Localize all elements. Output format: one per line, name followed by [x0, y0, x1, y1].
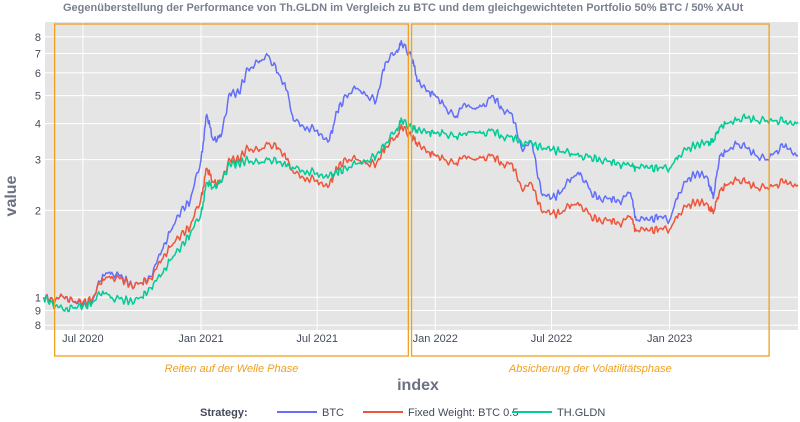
y-tick-label: 5	[35, 91, 41, 103]
y-tick-label: 3	[35, 155, 41, 167]
x-tick-label: Jan 2021	[178, 333, 223, 345]
y-tick-label: 1	[35, 292, 41, 304]
x-tick-label: Jul 2022	[531, 333, 573, 345]
phase-label-2: Absicherung der Volatilitätsphase	[508, 363, 672, 375]
x-axis-ticks: Jul 2020 Jan 2021 Jul 2021 Jan 2022 Jul 2022…	[62, 333, 692, 345]
x-axis-label: index	[397, 377, 439, 394]
x-tick-label: Jul 2021	[296, 333, 338, 345]
series-lines	[42, 39, 799, 313]
phase-box-2	[410, 23, 770, 357]
legend: Strategy: BTC Fixed Weight: BTC 0.5 TH.G…	[200, 407, 605, 419]
y-tick-label: 8	[35, 32, 41, 44]
legend-label-thgldn[interactable]: TH.GLDN	[557, 407, 605, 419]
legend-label-btc[interactable]: BTC	[322, 407, 344, 419]
series-line-btc[interactable]	[42, 39, 799, 309]
series-line-fixed-weight-btc-0-5[interactable]	[42, 123, 799, 307]
series-line-th-gldn[interactable]	[42, 113, 799, 313]
x-tick-label: Jan 2023	[647, 333, 692, 345]
y-tick-label: 7	[35, 48, 41, 60]
phase-box-1	[53, 23, 409, 357]
y-tick-label: 9	[35, 305, 41, 317]
y-axis-label: value	[3, 175, 20, 216]
phase-boxes: Reiten auf der Welle Phase Absicherung de…	[53, 23, 770, 375]
legend-title: Strategy:	[200, 407, 248, 419]
plot-area	[45, 22, 798, 330]
chart-title: Gegenüberstellung der Performance von Th…	[63, 2, 744, 14]
y-tick-label: 4	[35, 119, 41, 131]
y-tick-label: 8	[35, 320, 41, 332]
x-tick-label: Jul 2020	[62, 333, 104, 345]
y-tick-label: 6	[35, 68, 41, 80]
legend-label-fixed-weight[interactable]: Fixed Weight: BTC 0.5	[408, 407, 518, 419]
x-tick-label: Jan 2022	[413, 333, 458, 345]
y-axis-ticks: 8 91 2 3 4 5 6 7 8	[35, 32, 41, 332]
y-tick-label: 2	[35, 205, 41, 217]
phase-label-1: Reiten auf der Welle Phase	[165, 363, 299, 375]
